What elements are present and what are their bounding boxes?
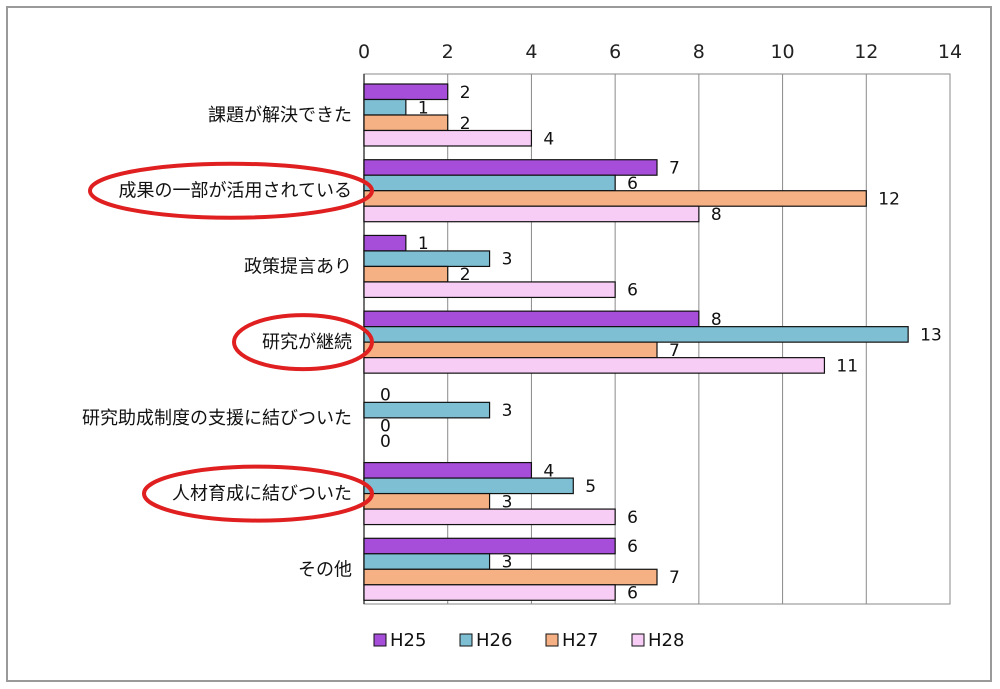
highlight-ellipse: [232, 313, 374, 372]
bar-h26: [363, 477, 574, 495]
data-label: 8: [711, 205, 722, 225]
data-label: 0: [380, 417, 391, 437]
data-label: 12: [878, 189, 900, 209]
category-label: 政策提言あり: [244, 256, 352, 277]
x-tick-label: 10: [770, 41, 794, 63]
bar-h25: [363, 234, 407, 252]
bar-h28: [363, 281, 616, 299]
highlight-ellipse: [142, 464, 374, 523]
bar-h25: [363, 83, 449, 101]
data-label: 6: [627, 281, 638, 301]
x-tick-label: 12: [854, 41, 878, 63]
legend-label-h27: H27: [562, 630, 598, 651]
category-label: 研究が継続: [262, 332, 352, 353]
bar-h25: [363, 310, 700, 328]
category-label: 人材育成に結びついた: [172, 484, 352, 505]
data-label: 6: [627, 508, 638, 528]
data-label: 3: [502, 553, 513, 573]
data-label: 8: [711, 310, 722, 330]
x-tick-label: 14: [938, 41, 962, 63]
legend-label-h25: H25: [390, 630, 426, 651]
legend-label-h28: H28: [648, 630, 684, 651]
legend-swatch-h27: [545, 633, 559, 647]
legend-swatch-h28: [631, 633, 645, 647]
data-label: 11: [836, 356, 858, 376]
data-label: 3: [502, 401, 513, 421]
data-label: 6: [627, 584, 638, 604]
bar-h26: [363, 98, 407, 116]
data-label: 13: [920, 325, 942, 345]
bar-h28: [363, 584, 616, 601]
bar-h25: [363, 159, 658, 176]
data-label: 2: [460, 83, 471, 103]
legend-swatch-h25: [373, 633, 387, 647]
data-label: 3: [502, 250, 513, 270]
bar-h27: [363, 341, 658, 359]
bars-layer: [363, 83, 909, 601]
x-tick-label: 4: [525, 41, 537, 63]
bar-h28: [363, 508, 616, 526]
bar-h26: [363, 553, 491, 570]
bar-h25: [363, 461, 533, 479]
bar-h27: [363, 114, 449, 132]
bar-chart: 0 2 4 6 8 10 12 142124課題が解決できた76128成果の一部が活用されてい…: [82, 41, 962, 651]
bar-h25: [363, 537, 616, 555]
chart-frame: 0 2 4 6 8 10 12 14 2 1 2 4 課題が解決できた 7 6 12 8 成果の一部が活用されてい…: [6, 6, 992, 682]
data-label: 6: [627, 537, 638, 557]
x-tick-label: 6: [609, 41, 621, 63]
data-label: 1: [418, 234, 429, 254]
data-label: 2: [460, 265, 471, 285]
data-label: 0: [380, 386, 391, 406]
data-label: 3: [502, 492, 513, 512]
bar-h28: [363, 205, 700, 223]
bar-h26: [363, 401, 491, 419]
bar-h27: [363, 190, 867, 207]
data-label: 4: [543, 461, 554, 481]
data-label: 4: [543, 129, 554, 149]
data-label: 6: [627, 174, 638, 194]
x-tick-label: 2: [442, 41, 454, 63]
x-tick-label: 0: [358, 41, 370, 63]
bar-h27: [363, 265, 449, 283]
highlight-layer: [88, 161, 374, 523]
data-label: 7: [669, 568, 680, 588]
legend: H25 H26 H27 H28: [373, 630, 684, 651]
data-label: 5: [585, 477, 596, 497]
bar-h26: [363, 326, 909, 343]
labels-layer: 0 2 4 6 8 10 12 142124課題が解決できた76128成果の一部が活用されてい…: [82, 41, 962, 604]
data-label: 0: [380, 432, 391, 452]
category-label: 研究助成制度の支援に結びついた: [82, 408, 352, 429]
data-label: 2: [460, 114, 471, 134]
data-label: 7: [669, 158, 680, 178]
data-label: 1: [418, 98, 429, 118]
category-label: 成果の一部が活用されている: [119, 181, 352, 202]
x-tick-label: 8: [693, 41, 705, 63]
bar-h28: [363, 357, 826, 374]
bar-h26: [363, 174, 616, 192]
category-label: 課題が解決できた: [208, 105, 352, 126]
bar-h28: [363, 129, 533, 147]
data-label: 7: [669, 341, 680, 361]
category-label: その他: [298, 559, 352, 580]
legend-swatch-h26: [459, 633, 473, 647]
bar-h27: [363, 492, 491, 510]
legend-label-h26: H26: [476, 630, 512, 651]
highlight-ellipse: [88, 161, 374, 220]
